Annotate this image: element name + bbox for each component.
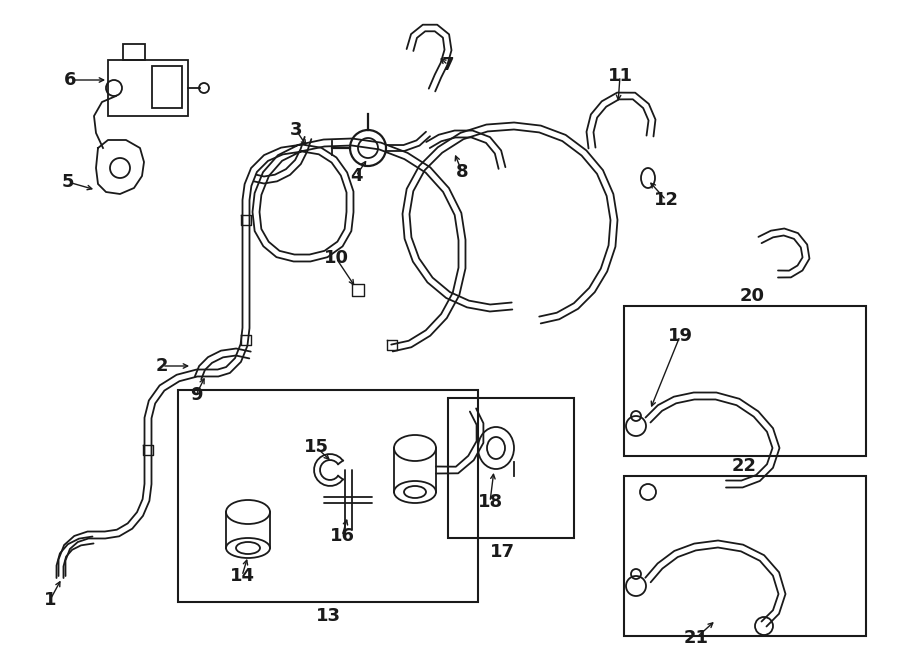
Text: 5: 5	[62, 173, 74, 191]
Text: 7: 7	[442, 56, 454, 74]
Text: 4: 4	[350, 167, 362, 185]
Text: 20: 20	[740, 287, 764, 305]
Bar	[448, 398, 574, 538]
Text: 2: 2	[156, 357, 168, 375]
Bar	[108, 60, 188, 116]
Bar	[178, 390, 478, 602]
Text: 19: 19	[668, 327, 692, 345]
Text: 6: 6	[64, 71, 76, 89]
Bar	[624, 476, 866, 636]
Text: 1: 1	[44, 591, 56, 609]
Bar	[123, 44, 145, 60]
Text: 14: 14	[230, 567, 255, 585]
Text: 3: 3	[290, 121, 302, 139]
Bar	[152, 66, 182, 108]
Text: 21: 21	[683, 629, 708, 647]
Text: 17: 17	[490, 543, 515, 561]
Text: 15: 15	[303, 438, 328, 456]
Text: 10: 10	[323, 249, 348, 267]
Text: 9: 9	[190, 386, 203, 404]
Text: 11: 11	[608, 67, 633, 85]
Text: 8: 8	[455, 163, 468, 181]
Text: 18: 18	[477, 493, 502, 511]
Text: 16: 16	[329, 527, 355, 545]
Text: 12: 12	[653, 191, 679, 209]
Text: 22: 22	[732, 457, 757, 475]
Bar	[624, 306, 866, 456]
Text: 13: 13	[316, 607, 340, 625]
